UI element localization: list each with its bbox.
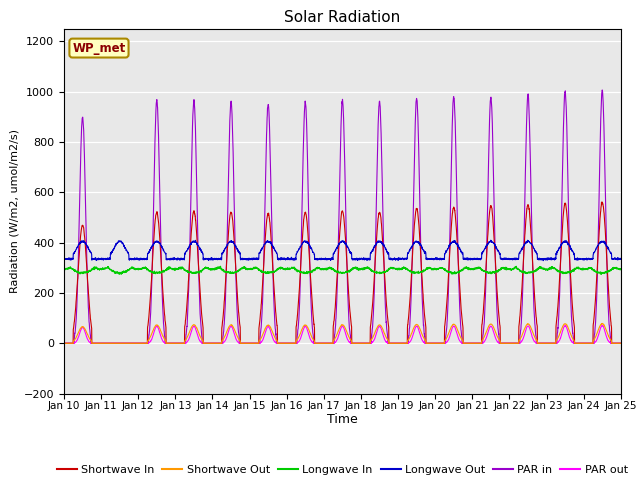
X-axis label: Time: Time bbox=[327, 413, 358, 426]
Text: WP_met: WP_met bbox=[72, 42, 125, 55]
Legend: Shortwave In, Shortwave Out, Longwave In, Longwave Out, PAR in, PAR out: Shortwave In, Shortwave Out, Longwave In… bbox=[52, 460, 632, 479]
Title: Solar Radiation: Solar Radiation bbox=[284, 10, 401, 25]
Y-axis label: Radiation (W/m2, umol/m2/s): Radiation (W/m2, umol/m2/s) bbox=[10, 129, 20, 293]
